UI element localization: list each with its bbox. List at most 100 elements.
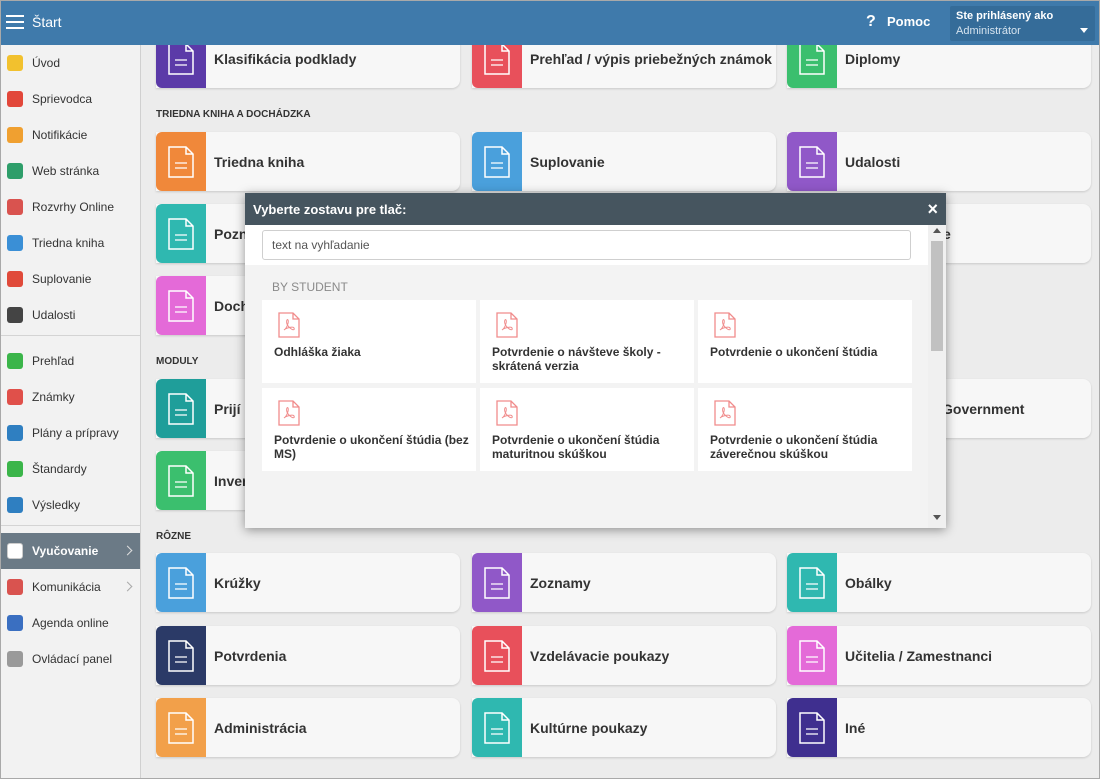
module-card[interactable]: Potvrdenia	[156, 626, 460, 685]
module-label: Pozn	[214, 225, 248, 242]
nav-item[interactable]: Známky	[1, 379, 140, 415]
module-card[interactable]: Učitelia / Zamestnanci	[787, 626, 1091, 685]
module-icon	[156, 553, 206, 612]
module-label: Zoznamy	[530, 574, 591, 591]
close-button[interactable]: ×	[927, 199, 938, 219]
module-label: Udalosti	[845, 153, 901, 170]
report-tile[interactable]: Potvrdenie o ukončení štúdia maturitnou …	[480, 388, 694, 471]
module-icon	[156, 698, 206, 757]
module-card[interactable]: Krúžky	[156, 553, 460, 612]
report-tile[interactable]: Potvrdenie o ukončení štúdia (bez MS)	[262, 388, 476, 471]
module-icon	[472, 698, 522, 757]
module-card[interactable]: Obálky	[787, 553, 1091, 612]
nav-icon	[7, 55, 23, 71]
module-card[interactable]: Udalosti	[787, 132, 1091, 191]
module-card[interactable]: Vzdelávacie poukazy	[472, 626, 776, 685]
report-tile[interactable]: Potvrdenie o ukončení štúdia	[698, 300, 912, 383]
module-icon	[787, 132, 837, 191]
nav-item[interactable]: Triedna kniha	[1, 225, 140, 261]
module-card[interactable]: Zoznamy	[472, 553, 776, 612]
module-card[interactable]: Administrácia	[156, 698, 460, 757]
report-label: Odhláška žiaka	[274, 345, 361, 359]
search-input[interactable]	[262, 230, 911, 260]
nav-item[interactable]: Ovládací panel	[1, 641, 140, 677]
nav-icon	[7, 389, 23, 405]
module-icon	[787, 553, 837, 612]
report-label: Potvrdenie o ukončení štúdia	[710, 345, 878, 359]
pdf-icon	[714, 400, 736, 429]
nav-item[interactable]: Komunikácia	[1, 569, 140, 605]
nav-label: Agenda online	[32, 616, 109, 630]
nav-item[interactable]: Suplovanie	[1, 261, 140, 297]
nav-item[interactable]: Vyučovanie	[1, 533, 140, 569]
module-card[interactable]: Kultúrne poukazy	[472, 698, 776, 757]
help-link[interactable]: Pomoc	[887, 14, 931, 29]
user-menu[interactable]: Ste prihlásený ako Administrátor	[950, 6, 1095, 41]
module-label: Prehľad / výpis priebežných známok	[530, 50, 772, 67]
module-label: e	[943, 225, 951, 242]
nav-icon	[7, 497, 23, 513]
nav-icon	[7, 579, 23, 595]
group-title: BY STUDENT	[272, 280, 348, 294]
nav-item[interactable]: Úvod	[1, 45, 140, 81]
nav-icon	[7, 651, 23, 667]
nav-icon	[7, 91, 23, 107]
module-icon	[787, 626, 837, 685]
nav-label: Vyučovanie	[32, 544, 99, 558]
nav-item[interactable]: Sprievodca	[1, 81, 140, 117]
section-title: TRIEDNA KNIHA A DOCHÁDZKA	[156, 109, 311, 120]
module-label: Krúžky	[214, 574, 261, 591]
report-tile[interactable]: Odhláška žiaka	[262, 300, 476, 383]
nav-item[interactable]: Notifikácie	[1, 117, 140, 153]
pdf-icon	[496, 312, 518, 341]
nav-item[interactable]: Výsledky	[1, 487, 140, 523]
module-card[interactable]: Iné	[787, 698, 1091, 757]
module-card[interactable]: Suplovanie	[472, 132, 776, 191]
help-icon[interactable]: ?	[866, 13, 876, 30]
module-label: Učitelia / Zamestnanci	[845, 647, 993, 664]
nav-item[interactable]: Rozvrhy Online	[1, 189, 140, 225]
separator	[1, 525, 140, 526]
module-label: Diplomy	[845, 50, 901, 67]
nav-item[interactable]: Web stránka	[1, 153, 140, 189]
nav-icon	[7, 461, 23, 477]
module-label: Iné	[845, 719, 866, 736]
module-card[interactable]: Prehľad / výpis priebežných známok	[472, 45, 776, 88]
main-content: Klasifikácia podklady Prehľad / výpis pri…	[141, 45, 1099, 778]
nav-item[interactable]: Prehľad	[1, 343, 140, 379]
report-tile[interactable]: Potvrdenie o ukončení štúdia záverečnou …	[698, 388, 912, 471]
module-card[interactable]: Diplomy	[787, 45, 1091, 88]
module-icon	[156, 451, 206, 510]
nav-label: Prehľad	[32, 354, 75, 368]
module-card[interactable]: Klasifikácia podklady	[156, 45, 460, 88]
print-dialog: Vyberte zostavu pre tlač: × BY STUDENT Od…	[245, 193, 946, 528]
module-icon	[787, 45, 837, 88]
app-title[interactable]: Štart	[32, 14, 62, 30]
report-label: Potvrdenie o ukončení štúdia maturitnou …	[492, 433, 660, 461]
nav-label: Úvod	[32, 56, 61, 70]
nav-item[interactable]: Štandardy	[1, 451, 140, 487]
chevron	[122, 581, 133, 592]
dialog-header: Vyberte zostavu pre tlač: ×	[245, 193, 946, 225]
module-label: Administrácia	[214, 719, 307, 736]
menu-button[interactable]	[6, 14, 24, 30]
pdf-icon	[714, 312, 736, 341]
report-label: Potvrdenie o ukončení štúdia záverečnou …	[710, 433, 878, 461]
nav-label: Známky	[32, 390, 75, 404]
nav-label: Sprievodca	[32, 92, 93, 106]
nav-icon	[7, 127, 23, 143]
pdf-icon	[278, 400, 300, 429]
nav-item[interactable]: Udalosti	[1, 297, 140, 333]
nav-item[interactable]: Plány a prípravy	[1, 415, 140, 451]
nav-item[interactable]: Agenda online	[1, 605, 140, 641]
user-label: Ste prihlásený ako	[956, 10, 1054, 22]
nav-label: Suplovanie	[32, 272, 92, 286]
scrollbar[interactable]	[928, 225, 946, 528]
report-tile[interactable]: Potvrdenie o návšteve školy - skrátená v…	[480, 300, 694, 383]
module-label: Potvrdenia	[214, 647, 287, 664]
module-icon	[156, 276, 206, 335]
module-icon	[472, 132, 522, 191]
module-card[interactable]: Triedna kniha	[156, 132, 460, 191]
module-icon	[156, 45, 206, 88]
